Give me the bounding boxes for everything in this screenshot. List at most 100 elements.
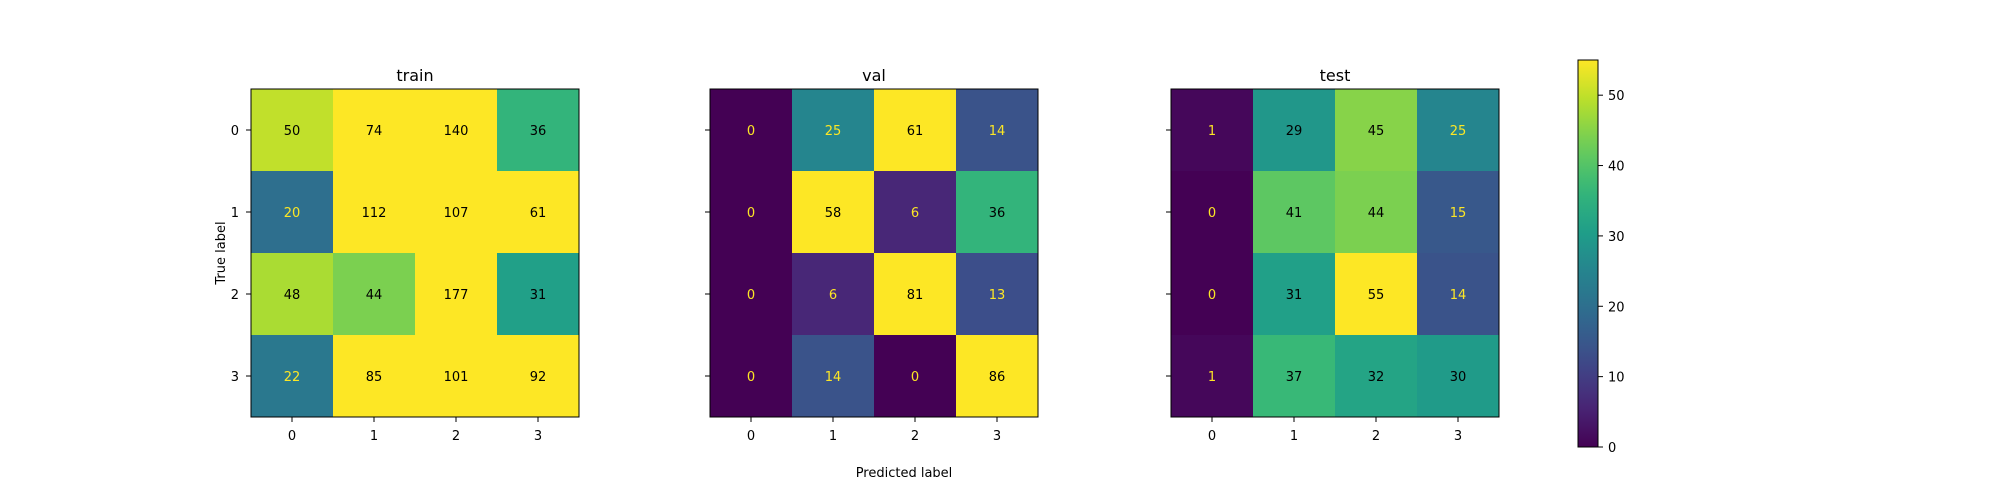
matrix-cell [251,253,333,335]
matrix-cell [1253,89,1335,171]
matrix-cell [792,89,874,171]
matrix-cell [251,171,333,253]
matrix-cell [710,253,792,335]
matrix-panel-test: 1 29 45 25 0 41 44 15 0 31 55 14 1 37 32 30 0 1 2 3 test [1166,66,1500,444]
cell-value-label: 14 [825,370,842,385]
matrix-cell [792,335,874,417]
y-tick-label: 0 [231,124,239,139]
x-tick-label: 3 [1454,429,1462,444]
x-axis-label: Predicted label [856,466,953,481]
matrix-cell [956,171,1038,253]
cell-value-label: 14 [1450,288,1467,303]
cell-value-label: 25 [1450,124,1467,139]
matrix-cell [874,335,956,417]
matrix-cell [874,253,956,335]
cell-value-label: 85 [366,370,383,385]
cell-value-label: 86 [989,370,1006,385]
matrix-cell [1417,89,1499,171]
panel-title: test [1320,66,1351,85]
x-tick-label: 3 [534,429,542,444]
colorbar-tick-label: 40 [1608,160,1625,175]
matrix-cell [710,171,792,253]
x-tick-label: 0 [1208,429,1216,444]
colorbar-tick-label: 10 [1608,371,1625,386]
matrix-cell [497,89,579,171]
matrix-cell [1335,335,1417,417]
cell-value-label: 36 [530,124,547,139]
cell-value-label: 0 [747,370,755,385]
matrix-cell [333,253,415,335]
axes-frame [250,88,580,418]
cell-value-label: 48 [284,288,301,303]
matrix-cell [1171,335,1253,417]
matrix-cell [333,89,415,171]
cell-value-label: 1 [1208,124,1216,139]
matrix-cell [415,253,497,335]
cell-value-label: 112 [362,206,387,221]
matrix-cell [251,89,333,171]
cell-value-label: 30 [1450,370,1467,385]
y-axis-label: True label [214,221,229,285]
cell-value-label: 22 [284,370,301,385]
matrix-cell [956,89,1038,171]
matrix-cell [1335,89,1417,171]
cell-value-label: 44 [1368,206,1385,221]
panel-title: val [862,66,886,85]
matrix-cell [874,89,956,171]
cell-value-label: 101 [444,370,469,385]
matrix-cell [956,335,1038,417]
matrix-cell [1253,253,1335,335]
cell-value-label: 55 [1368,288,1385,303]
x-tick-label: 2 [1372,429,1380,444]
matrix-cell [956,253,1038,335]
cell-value-label: 0 [747,288,755,303]
colorbar-tick-label: 30 [1608,230,1625,245]
matrix-cell [1171,171,1253,253]
x-tick-label: 2 [452,429,460,444]
matrix-panel-val: 0 25 61 14 0 58 6 36 0 6 81 13 0 14 0 86 0 1 2 3 val Predicte… [705,66,1039,481]
cell-value-label: 0 [911,370,919,385]
cell-value-label: 1 [1208,370,1216,385]
x-tick-label: 1 [1290,429,1298,444]
cell-value-label: 0 [747,124,755,139]
cell-value-label: 0 [1208,288,1216,303]
cell-value-label: 74 [366,124,383,139]
panel-title: train [396,66,433,85]
cell-value-label: 13 [989,288,1006,303]
cell-value-label: 61 [907,124,924,139]
cell-value-label: 31 [530,288,547,303]
x-tick-label: 1 [829,429,837,444]
colorbar-tick-label: 0 [1608,441,1616,456]
matrix-cell [333,171,415,253]
matrix-cell [1335,171,1417,253]
axes-frame [709,88,1039,418]
cell-value-label: 140 [444,124,469,139]
matrix-cell [497,253,579,335]
x-tick-label: 0 [288,429,296,444]
matrix-cell [415,335,497,417]
cell-value-label: 92 [530,370,547,385]
cell-value-label: 81 [907,288,924,303]
cell-value-label: 58 [825,206,842,221]
cell-value-label: 177 [444,288,469,303]
matrix-cell [333,335,415,417]
colorbar: 0 10 20 30 40 50 [1577,59,1625,456]
cell-value-label: 14 [989,124,1006,139]
y-tick-label: 1 [231,206,239,221]
matrix-cell [415,171,497,253]
axes-frame [1170,88,1500,418]
matrix-cell [497,171,579,253]
matrix-cell [710,89,792,171]
colorbar-tick-label: 20 [1608,300,1625,315]
matrix-cell [1253,171,1335,253]
cell-value-label: 61 [530,206,547,221]
x-tick-label: 3 [993,429,1001,444]
cell-value-label: 45 [1368,124,1385,139]
matrix-cell [1417,253,1499,335]
x-tick-label: 2 [911,429,919,444]
cell-value-label: 44 [366,288,383,303]
matrix-cell [792,171,874,253]
matrix-cell [1417,335,1499,417]
